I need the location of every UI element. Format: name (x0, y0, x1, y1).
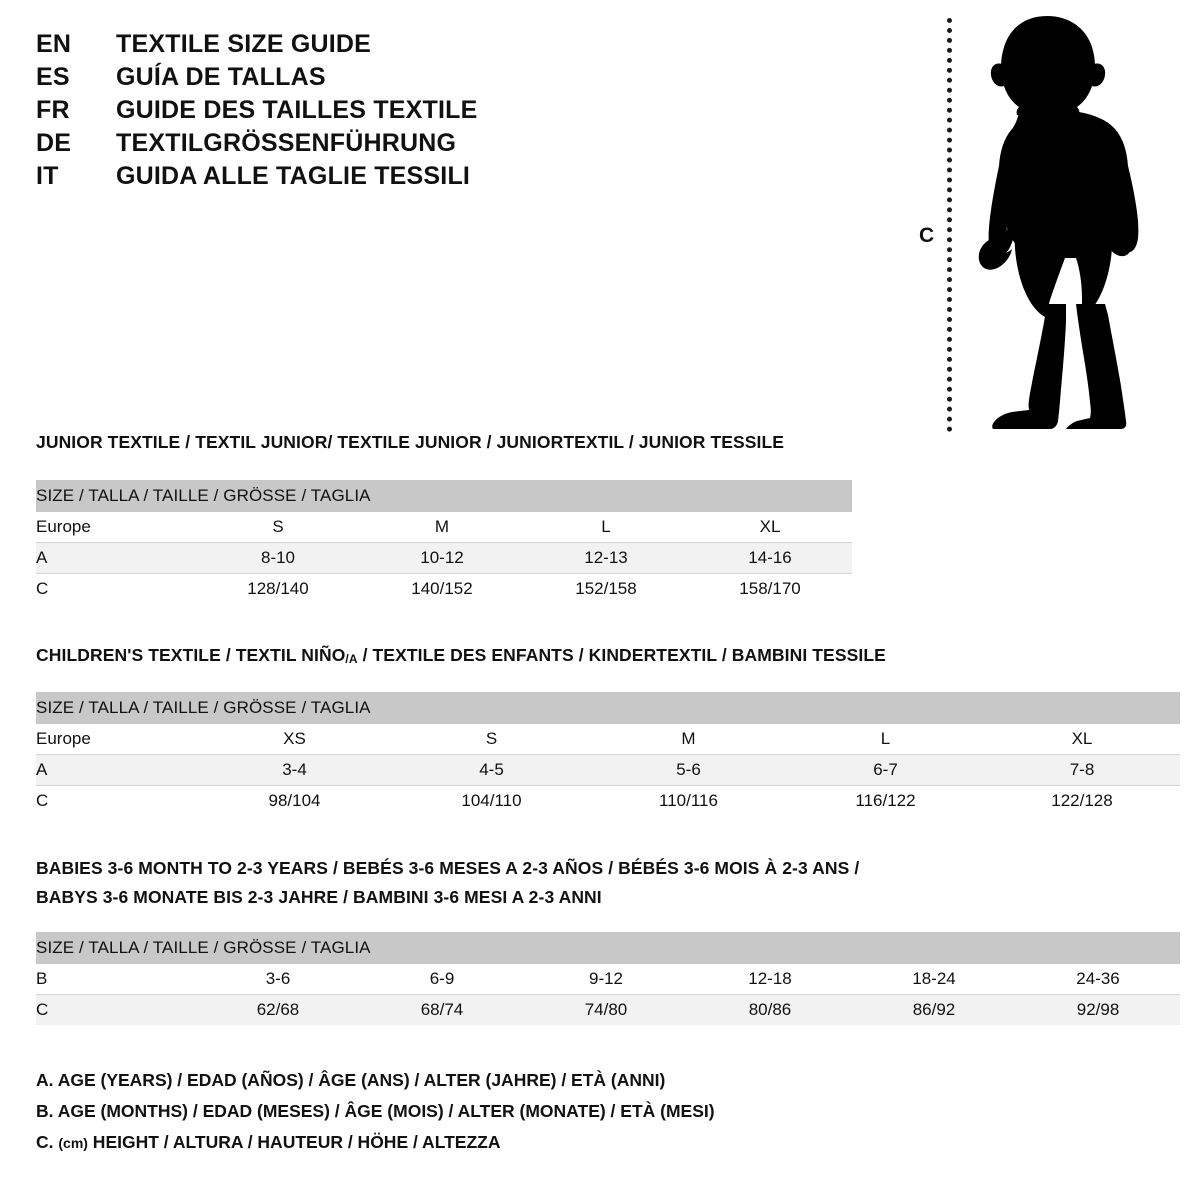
children-row-head-europe: Europe (36, 723, 196, 755)
junior-age-m: 10-12 (360, 542, 524, 574)
language-title-es: GUÍA DE TALLAS (116, 63, 326, 91)
babies-size-band-label: SIZE / TALLA / TAILLE / GRÖSSE / TAGLIA (36, 932, 1181, 964)
children-size-table: SIZE / TALLA / TAILLE / GRÖSSE / TAGLIA … (36, 692, 1180, 816)
junior-age-xl: 14-16 (688, 542, 853, 574)
babies-months-3: 9-12 (524, 963, 688, 995)
children-age-s: 4-5 (393, 754, 590, 786)
babies-size-table: SIZE / TALLA / TAILLE / GRÖSSE / TAGLIA … (36, 932, 1181, 1025)
height-dotted-line (947, 18, 952, 432)
junior-height-m: 140/152 (360, 573, 524, 604)
children-height-s: 104/110 (393, 785, 590, 816)
language-row-fr: FR GUIDE DES TAILLES TEXTILE (36, 96, 636, 129)
children-size-band-row: SIZE / TALLA / TAILLE / GRÖSSE / TAGLIA (36, 692, 1180, 724)
legend-line-b: B. AGE (MONTHS) / EDAD (MESES) / ÂGE (MO… (36, 1101, 715, 1121)
table-row: A 3-4 4-5 5-6 6-7 7-8 (36, 754, 1180, 786)
babies-section-title-line1: BABIES 3-6 MONTH TO 2-3 YEARS / BEBÉS 3-… (36, 858, 860, 878)
babies-months-2: 6-9 (360, 963, 524, 995)
babies-section-title-line2: BABYS 3-6 MONATE BIS 2-3 JAHRE / BAMBINI… (36, 887, 602, 907)
junior-size-band-row: SIZE / TALLA / TAILLE / GRÖSSE / TAGLIA (36, 480, 853, 512)
language-title-fr: GUIDE DES TAILLES TEXTILE (116, 96, 478, 124)
children-age-m: 5-6 (590, 754, 787, 786)
babies-row-head-b: B (36, 963, 196, 995)
children-section-title: CHILDREN'S TEXTILE / TEXTIL NIÑO/A / TEX… (36, 645, 886, 666)
language-row-es: ES GUÍA DE TALLAS (36, 63, 636, 96)
legend-line-c-prefix: C. (36, 1132, 59, 1152)
babies-months-5: 18-24 (852, 963, 1016, 995)
babies-height-2: 68/74 (360, 994, 524, 1025)
babies-size-band-row: SIZE / TALLA / TAILLE / GRÖSSE / TAGLIA (36, 932, 1181, 964)
babies-height-3: 74/80 (524, 994, 688, 1025)
language-row-it: IT GUIDA ALLE TAGLIE TESSILI (36, 162, 636, 195)
height-label-c: C (919, 224, 935, 247)
junior-size-m: M (360, 511, 524, 543)
language-code-fr: FR (36, 96, 70, 124)
junior-size-xl: XL (688, 511, 853, 543)
legend-line-c-unit: (cm) (58, 1135, 88, 1151)
language-code-en: EN (36, 30, 72, 58)
junior-row-head-c: C (36, 573, 196, 604)
children-section-title-main: CHILDREN'S TEXTILE / TEXTIL NIÑO (36, 645, 346, 665)
junior-row-head-a: A (36, 542, 196, 574)
junior-size-table: SIZE / TALLA / TAILLE / GRÖSSE / TAGLIA … (36, 480, 853, 604)
children-height-xl: 122/128 (984, 785, 1180, 816)
children-section-title-rest: / TEXTILE DES ENFANTS / KINDERTEXTIL / B… (357, 645, 886, 665)
table-row: A 8-10 10-12 12-13 14-16 (36, 542, 853, 574)
table-row: C 62/68 68/74 74/80 80/86 86/92 92/98 (36, 994, 1181, 1025)
babies-height-5: 86/92 (852, 994, 1016, 1025)
babies-months-6: 24-36 (1016, 963, 1181, 995)
children-size-m: M (590, 723, 787, 755)
children-size-xs: XS (196, 723, 393, 755)
toddler-silhouette-icon (978, 16, 1139, 429)
children-age-l: 6-7 (787, 754, 984, 786)
children-age-xl: 7-8 (984, 754, 1180, 786)
language-header-block: EN TEXTILE SIZE GUIDE ES GUÍA DE TALLAS … (36, 30, 636, 195)
babies-row-head-c: C (36, 994, 196, 1025)
language-title-it: GUIDA ALLE TAGLIE TESSILI (116, 162, 471, 190)
babies-months-1: 3-6 (196, 963, 360, 995)
legend-line-c: C. (cm) HEIGHT / ALTURA / HAUTEUR / HÖHE… (36, 1127, 1036, 1159)
measurement-legend: A. AGE (YEARS) / EDAD (AÑOS) / ÂGE (ANS)… (36, 1065, 1036, 1159)
children-size-xl: XL (984, 723, 1180, 755)
language-code-de: DE (36, 129, 72, 157)
language-code-it: IT (36, 162, 59, 190)
children-size-s: S (393, 723, 590, 755)
children-row-head-a: A (36, 754, 196, 786)
language-title-de: TEXTILGRÖSSENFÜHRUNG (116, 129, 457, 157)
children-size-l: L (787, 723, 984, 755)
legend-line-a: A. AGE (YEARS) / EDAD (AÑOS) / ÂGE (ANS)… (36, 1070, 666, 1090)
table-row: C 98/104 104/110 110/116 116/122 122/128 (36, 785, 1180, 816)
junior-height-s: 128/140 (196, 573, 360, 604)
table-row: Europe S M L XL (36, 511, 853, 543)
junior-age-s: 8-10 (196, 542, 360, 574)
table-row: C 128/140 140/152 152/158 158/170 (36, 573, 853, 604)
junior-row-head-europe: Europe (36, 511, 196, 543)
junior-height-xl: 158/170 (688, 573, 853, 604)
language-code-es: ES (36, 63, 70, 91)
legend-line-c-rest: HEIGHT / ALTURA / HAUTEUR / HÖHE / ALTEZ… (87, 1132, 501, 1152)
babies-months-4: 12-18 (688, 963, 852, 995)
children-row-head-c: C (36, 785, 196, 816)
children-height-xs: 98/104 (196, 785, 393, 816)
junior-size-l: L (524, 511, 688, 543)
junior-section-title: JUNIOR TEXTILE / TEXTIL JUNIOR/ TEXTILE … (36, 432, 785, 452)
children-height-m: 110/116 (590, 785, 787, 816)
babies-height-4: 80/86 (688, 994, 852, 1025)
language-row-en: EN TEXTILE SIZE GUIDE (36, 30, 636, 63)
junior-size-s: S (196, 511, 360, 543)
children-size-band-label: SIZE / TALLA / TAILLE / GRÖSSE / TAGLIA (36, 692, 1180, 724)
height-measurement-illustration: C (905, 12, 1145, 432)
junior-height-l: 152/158 (524, 573, 688, 604)
children-age-xs: 3-4 (196, 754, 393, 786)
babies-height-1: 62/68 (196, 994, 360, 1025)
table-row: Europe XS S M L XL (36, 723, 1180, 755)
language-title-en: TEXTILE SIZE GUIDE (116, 30, 372, 58)
language-row-de: DE TEXTILGRÖSSENFÜHRUNG (36, 129, 636, 162)
junior-age-l: 12-13 (524, 542, 688, 574)
table-row: B 3-6 6-9 9-12 12-18 18-24 24-36 (36, 963, 1181, 995)
children-section-title-sub: /A (345, 652, 358, 667)
junior-size-band-label: SIZE / TALLA / TAILLE / GRÖSSE / TAGLIA (36, 480, 853, 512)
children-height-l: 116/122 (787, 785, 984, 816)
babies-height-6: 92/98 (1016, 994, 1181, 1025)
